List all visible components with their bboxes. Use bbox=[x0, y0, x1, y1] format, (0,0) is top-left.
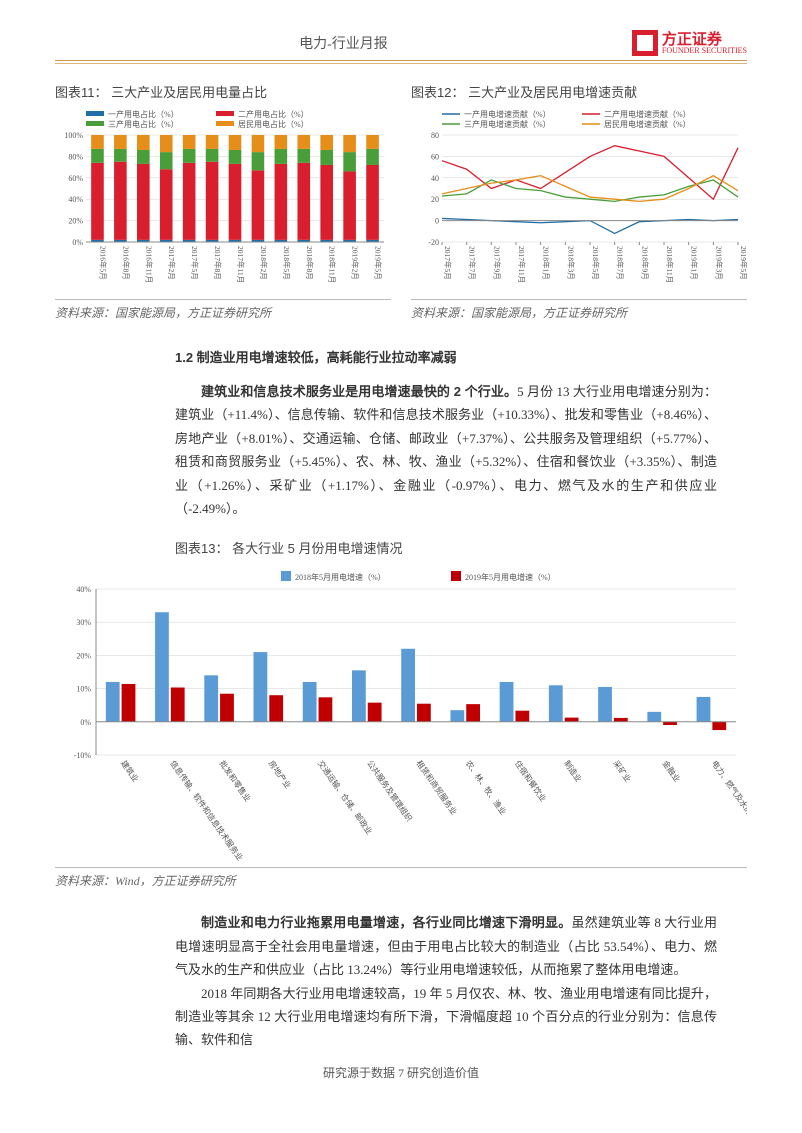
svg-text:60: 60 bbox=[431, 152, 439, 161]
para2-lead: 制造业和电力行业拖累用电量增速，各行业同比增速下滑明显。 bbox=[201, 915, 571, 930]
chart12-block: 图表12： 三大产业及居民用电增速贡献 一产用电增速贡献（%） 二产用电增速贡献（… bbox=[411, 82, 747, 321]
svg-text:100%: 100% bbox=[64, 131, 83, 140]
page-footer: 研究源于数据 7 研究创造价值 bbox=[55, 1064, 747, 1081]
svg-text:2019年5月: 2019年5月 bbox=[374, 246, 384, 280]
svg-text:采矿业: 采矿业 bbox=[611, 759, 633, 784]
svg-text:-10%: -10% bbox=[74, 751, 92, 760]
svg-text:2019年5月用电增速（%）: 2019年5月用电增速（%） bbox=[465, 572, 556, 582]
para1-body: 5 月份 13 大行业用电增速分别为：建筑业（+11.4%）、信息传输、软件和信… bbox=[175, 384, 717, 516]
svg-text:2017年8月: 2017年8月 bbox=[213, 246, 223, 280]
svg-text:80: 80 bbox=[431, 131, 439, 140]
divider bbox=[55, 60, 747, 61]
chart12-svg: 一产用电增速贡献（%） 二产用电增速贡献（%） 三产用电增速贡献（%） 居民用电增速贡… bbox=[411, 107, 747, 297]
svg-text:一产用电占比（%）: 一产用电占比（%） bbox=[108, 109, 179, 119]
chart13-caption: 图表13： 各大行业 5 月份用电增速情况 bbox=[175, 538, 747, 557]
logo-text-cn: 方正证券 bbox=[662, 32, 747, 47]
svg-text:2018年2月: 2018年2月 bbox=[259, 246, 269, 280]
svg-text:2019年2月: 2019年2月 bbox=[351, 246, 361, 280]
section-heading: 1.2 制造业用电增速较低，高耗能行业拉动率减弱 bbox=[175, 347, 747, 366]
svg-text:2017年11月: 2017年11月 bbox=[236, 246, 246, 283]
svg-text:金融业: 金融业 bbox=[661, 759, 683, 784]
svg-text:20: 20 bbox=[431, 195, 439, 204]
svg-text:2018年11月: 2018年11月 bbox=[665, 246, 675, 283]
svg-text:2018年5月: 2018年5月 bbox=[591, 246, 601, 280]
chart11-caption: 图表11： 三大产业及居民用电量占比 bbox=[55, 82, 391, 101]
para3: 2018 年同期各大行业用电增速较高，19 年 5 月仅农、林、牧、渔业用电增速… bbox=[175, 982, 717, 1052]
svg-text:三产用电占比（%）: 三产用电占比（%） bbox=[108, 119, 179, 129]
svg-text:20%: 20% bbox=[68, 217, 83, 226]
chart11-source: 资料来源：国家能源局，方正证券研究所 bbox=[55, 299, 391, 321]
chart11-svg: 一产用电占比（%） 二产用电占比（%） 三产用电占比（%） 居民用电占比（%） 0% 20… bbox=[55, 107, 391, 297]
svg-text:10%: 10% bbox=[76, 685, 91, 694]
svg-text:2018年11月: 2018年11月 bbox=[328, 246, 338, 283]
svg-text:制造业: 制造业 bbox=[562, 759, 584, 784]
svg-text:一产用电增速贡献（%）: 一产用电增速贡献（%） bbox=[464, 109, 551, 119]
svg-text:公共服务及管理组织: 公共服务及管理组织 bbox=[365, 759, 414, 824]
header-title: 电力-行业月报 bbox=[55, 33, 632, 53]
svg-text:居民用电增速贡献（%）: 居民用电增速贡献（%） bbox=[604, 119, 691, 129]
svg-text:二产用电占比（%）: 二产用电占比（%） bbox=[238, 109, 309, 119]
svg-text:居民用电占比（%）: 居民用电占比（%） bbox=[238, 119, 309, 129]
svg-text:2016年5月: 2016年5月 bbox=[98, 246, 108, 280]
para2: 制造业和电力行业拖累用电量增速，各行业同比增速下滑明显。虽然建筑业等 8 大行业… bbox=[175, 911, 717, 981]
svg-text:2018年5月: 2018年5月 bbox=[282, 246, 292, 280]
logo-text-en: FOUNDER SECURITIES bbox=[662, 47, 747, 55]
chart12-caption: 图表12： 三大产业及居民用电增速贡献 bbox=[411, 82, 747, 101]
svg-text:40%: 40% bbox=[68, 195, 83, 204]
svg-text:2018年7月: 2018年7月 bbox=[616, 246, 626, 280]
svg-text:0: 0 bbox=[435, 217, 439, 226]
para1: 建筑业和信息技术服务业是用电增速最快的 2 个行业。5 月份 13 大行业用电增… bbox=[175, 380, 717, 520]
svg-text:30%: 30% bbox=[76, 619, 91, 628]
chart11-block: 图表11： 三大产业及居民用电量占比 一产用电占比（%） 二产用电占比（%） 三产用… bbox=[55, 82, 391, 321]
svg-text:2017年7月: 2017年7月 bbox=[468, 246, 478, 280]
svg-text:-20: -20 bbox=[428, 238, 439, 247]
svg-text:2017年9月: 2017年9月 bbox=[492, 246, 502, 280]
svg-text:2016年11月: 2016年11月 bbox=[144, 246, 154, 283]
svg-text:60%: 60% bbox=[68, 174, 83, 183]
svg-text:0%: 0% bbox=[72, 238, 83, 247]
svg-text:2018年8月: 2018年8月 bbox=[305, 246, 315, 280]
svg-text:2019年5月: 2019年5月 bbox=[739, 246, 747, 280]
svg-text:电力、燃气及水的生产和供应业: 电力、燃气及水的生产和供应业 bbox=[710, 759, 747, 856]
svg-text:2019年1月: 2019年1月 bbox=[690, 246, 700, 280]
svg-text:二产用电增速贡献（%）: 二产用电增速贡献（%） bbox=[604, 109, 691, 119]
svg-text:2018年1月: 2018年1月 bbox=[542, 246, 552, 280]
chart13-svg: 2018年5月用电增速（%） 2019年5月用电增速（%） -10% 0% 10% 20%… bbox=[55, 565, 747, 865]
chart12-source: 资料来源：国家能源局，方正证券研究所 bbox=[411, 299, 747, 321]
svg-text:2017年5月: 2017年5月 bbox=[443, 246, 453, 280]
svg-text:80%: 80% bbox=[68, 152, 83, 161]
svg-text:2018年5月用电增速（%）: 2018年5月用电增速（%） bbox=[295, 572, 386, 582]
svg-text:20%: 20% bbox=[76, 652, 91, 661]
divider-thin bbox=[55, 63, 747, 64]
svg-text:租赁和商贸服务业: 租赁和商贸服务业 bbox=[414, 759, 459, 817]
svg-text:建筑业: 建筑业 bbox=[119, 759, 141, 784]
svg-text:2017年2月: 2017年2月 bbox=[167, 246, 177, 280]
svg-text:40%: 40% bbox=[76, 585, 91, 594]
svg-text:三产用电增速贡献（%）: 三产用电增速贡献（%） bbox=[464, 119, 551, 129]
para1-lead: 建筑业和信息技术服务业是用电增速最快的 2 个行业。 bbox=[201, 384, 517, 399]
svg-text:2017年11月: 2017年11月 bbox=[517, 246, 527, 283]
svg-text:交通运输、仓储、邮政业: 交通运输、仓储、邮政业 bbox=[316, 759, 375, 837]
svg-text:40: 40 bbox=[431, 174, 439, 183]
svg-text:2018年9月: 2018年9月 bbox=[640, 246, 650, 280]
logo: 方正证券 FOUNDER SECURITIES bbox=[632, 30, 747, 56]
svg-text:批发和零售业: 批发和零售业 bbox=[217, 759, 253, 804]
svg-text:2018年3月: 2018年3月 bbox=[566, 246, 576, 280]
svg-text:农、林、牧、渔业: 农、林、牧、渔业 bbox=[464, 759, 509, 817]
svg-text:2017年5月: 2017年5月 bbox=[190, 246, 200, 280]
page-header: 电力-行业月报 方正证券 FOUNDER SECURITIES bbox=[55, 30, 747, 56]
svg-text:0%: 0% bbox=[80, 718, 91, 727]
svg-text:住宿和餐饮业: 住宿和餐饮业 bbox=[513, 759, 549, 804]
svg-text:2016年8月: 2016年8月 bbox=[121, 246, 131, 280]
chart13-source: 资料来源：Wind，方正证券研究所 bbox=[55, 867, 747, 889]
svg-text:2019年3月: 2019年3月 bbox=[714, 246, 724, 280]
svg-text:房地产业: 房地产业 bbox=[267, 759, 294, 791]
logo-icon bbox=[632, 30, 658, 56]
